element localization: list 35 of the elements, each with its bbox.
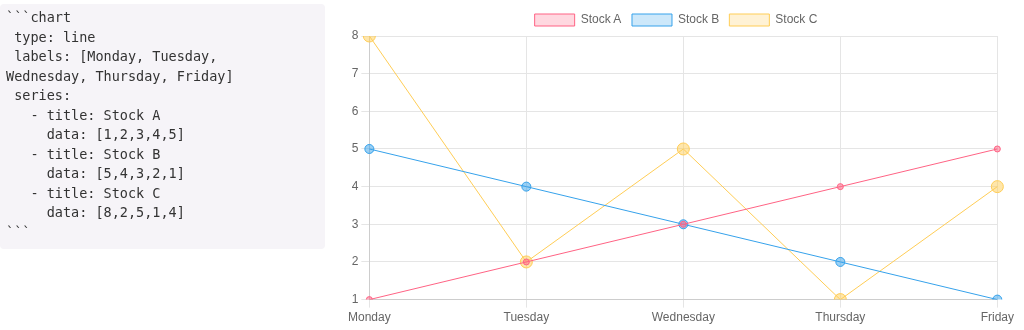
text: data: [8,2,5,1,4] (45, 203, 186, 222)
point (993, 145, 1001, 153)
x-tick-label: Monday (347, 310, 391, 325)
text: data: [1,2,3,4,5] (45, 125, 186, 144)
y-tick-label: 7 (351, 65, 359, 80)
y-tick-label: 5 (351, 141, 359, 156)
y-tick-label: 2 (351, 254, 359, 269)
legend-label: Stock A (580, 12, 622, 27)
y-tick-label: 8 (351, 28, 359, 43)
x-tick-label: Thursday (815, 310, 866, 325)
text: Wednesday, Thursday, Friday] (6, 66, 235, 86)
x-tick-label: Tuesday (503, 310, 550, 325)
text: - title: Stock C (29, 183, 162, 203)
y-tick-label: 1 (351, 291, 359, 306)
y-tick-label: 6 (351, 103, 359, 118)
text: data: [5,4,3,2,1] (45, 164, 186, 183)
text: ``` (6, 222, 32, 242)
point (990, 180, 1004, 194)
point (836, 183, 844, 191)
y-tick-label: 3 (351, 216, 359, 231)
point (364, 143, 375, 154)
text: type: line (13, 27, 97, 47)
text: labels: [Monday, Tuesday, (13, 47, 219, 66)
point (521, 181, 532, 192)
point (835, 256, 846, 267)
x-tick-label: Friday (980, 310, 1014, 325)
y-tick-label: 4 (351, 178, 359, 193)
point (676, 142, 690, 156)
text: - title: Stock A (29, 105, 162, 125)
text: ```chart (6, 8, 73, 27)
text: - title: Stock B (29, 144, 162, 164)
legend-label: Stock C (775, 12, 818, 27)
text: series: (13, 86, 73, 105)
legend-label: Stock B (677, 12, 720, 27)
x-tick-label: Wednesday (651, 310, 715, 325)
